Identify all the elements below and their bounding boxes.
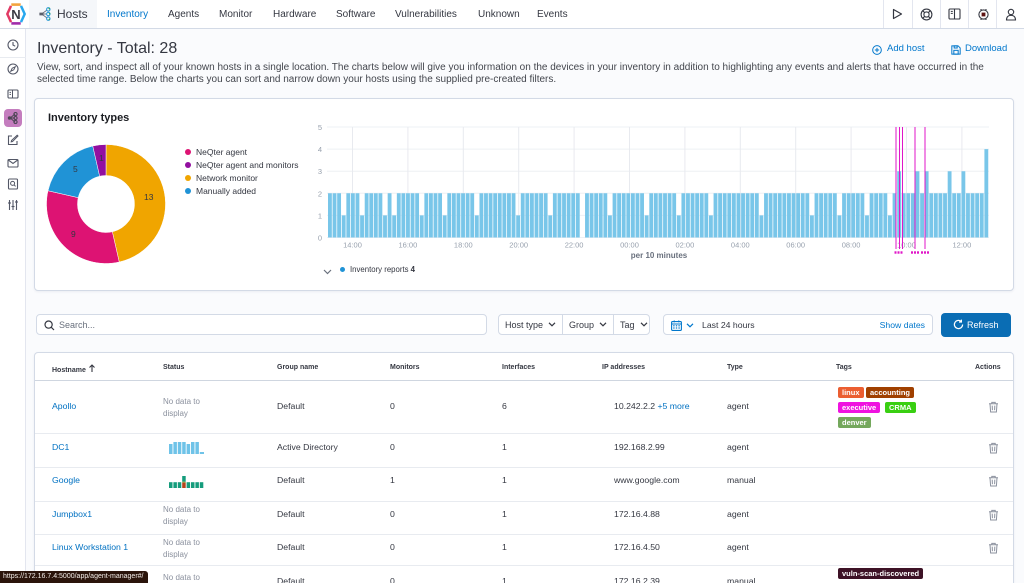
svg-text:per 10 minutes: per 10 minutes bbox=[631, 251, 688, 260]
svg-text:20:00: 20:00 bbox=[509, 241, 528, 250]
svg-text:1: 1 bbox=[318, 211, 322, 220]
svg-text:3: 3 bbox=[318, 167, 322, 176]
svg-text:00:00: 00:00 bbox=[620, 241, 639, 250]
svg-text:2: 2 bbox=[318, 189, 322, 198]
svg-text:4: 4 bbox=[318, 145, 322, 154]
svg-text:16:00: 16:00 bbox=[399, 241, 418, 250]
svg-text:18:00: 18:00 bbox=[454, 241, 473, 250]
svg-text:5: 5 bbox=[318, 123, 322, 132]
svg-text:N: N bbox=[11, 7, 20, 22]
svg-text:0: 0 bbox=[318, 234, 322, 243]
svg-text:06:00: 06:00 bbox=[786, 241, 805, 250]
svg-text:04:00: 04:00 bbox=[731, 241, 750, 250]
svg-text:12:00: 12:00 bbox=[953, 241, 972, 250]
svg-text:14:00: 14:00 bbox=[343, 241, 362, 250]
svg-text:08:00: 08:00 bbox=[842, 241, 861, 250]
svg-text:22:00: 22:00 bbox=[565, 241, 584, 250]
svg-text:02:00: 02:00 bbox=[676, 241, 695, 250]
svg-text:10:00: 10:00 bbox=[897, 241, 916, 250]
